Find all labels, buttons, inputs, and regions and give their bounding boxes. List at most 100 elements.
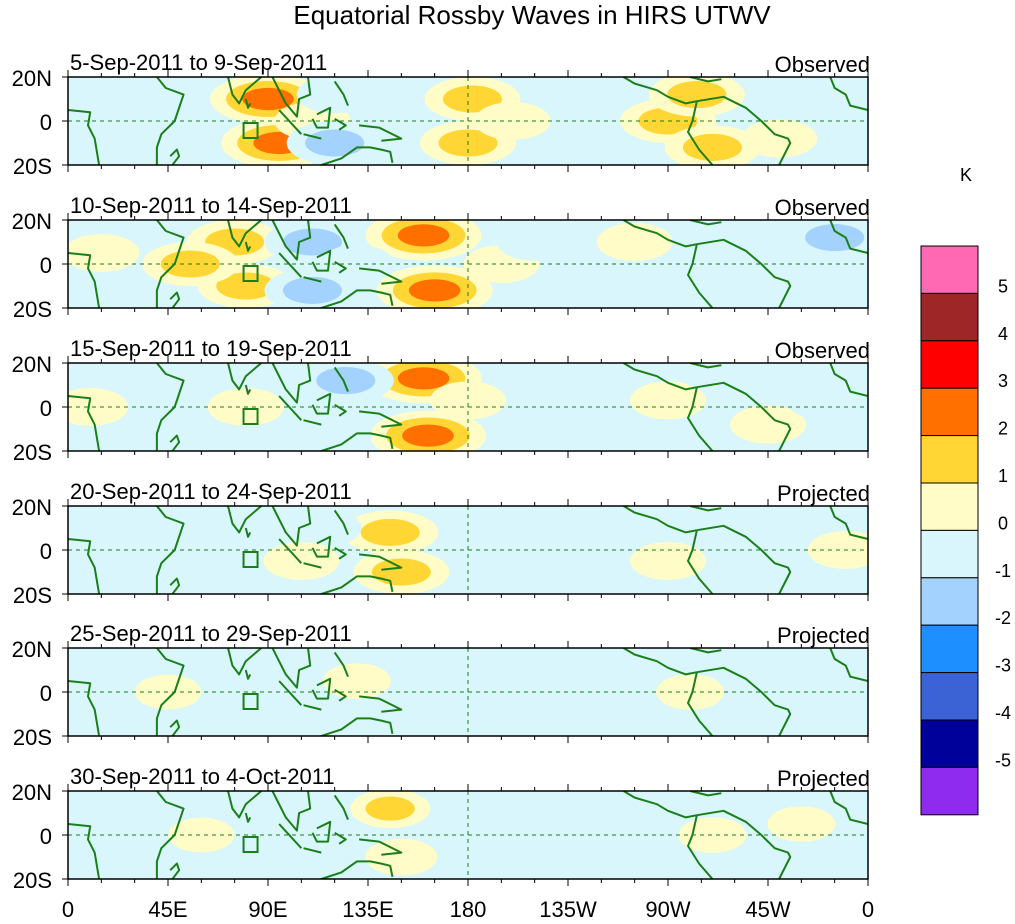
anomaly-feature xyxy=(630,381,706,420)
colorbar-swatch xyxy=(920,719,979,768)
x-tick-label: 90E xyxy=(248,897,287,922)
colorbar-swatch xyxy=(920,766,979,816)
colorbar-level-label: -2 xyxy=(995,608,1011,628)
anomaly-feature xyxy=(68,128,140,165)
tick-marks xyxy=(62,70,869,172)
x-tick-label: 90W xyxy=(645,897,690,922)
map-area xyxy=(62,784,869,886)
anomaly-feature xyxy=(696,234,773,272)
y-tick-label: 20N xyxy=(12,495,52,520)
anomaly-feature xyxy=(365,220,482,261)
map-area xyxy=(62,213,869,315)
y-tick-label: 20S xyxy=(13,440,52,465)
panel-status-label: Projected xyxy=(777,766,870,791)
x-tick-label: 45E xyxy=(148,897,187,922)
panel-6: 30-Sep-2011 to 4-Oct-2011 Projected 20N 0 20… xyxy=(12,764,870,893)
panel-4: 20-Sep-2011 to 24-Sep-2011 Projected 20N 0 2… xyxy=(12,479,870,608)
x-tick-label: 0 xyxy=(62,897,74,922)
x-tick-label: 135W xyxy=(539,897,597,922)
x-axis: 0 45E 90E 135E 180 135W 90W 45W 0 xyxy=(62,897,874,922)
tick-marks xyxy=(62,213,869,315)
tick-marks xyxy=(62,356,869,458)
panel-status-label: Observed xyxy=(775,338,870,363)
panel-3: 15-Sep-2011 to 19-Sep-2011 Observed 20N 0 20… xyxy=(12,336,870,465)
x-tick-label: 180 xyxy=(450,897,487,922)
map-area xyxy=(62,356,869,458)
colorbar-units: K xyxy=(960,165,972,185)
anomaly-feature xyxy=(507,531,584,569)
y-tick-label: 20S xyxy=(13,583,52,608)
colorbar-level-label: -4 xyxy=(995,703,1011,723)
colorbar-swatch xyxy=(920,340,979,389)
map-area xyxy=(62,70,869,172)
anomaly-feature xyxy=(785,381,862,420)
colorbar-swatch xyxy=(920,577,979,626)
region-box xyxy=(242,265,259,282)
colorbar-level-label: 1 xyxy=(998,466,1008,486)
y-tick-label: 0 xyxy=(40,110,52,135)
anomaly-feature xyxy=(68,234,140,272)
panel-status-label: Projected xyxy=(777,623,870,648)
anomaly-feature xyxy=(478,674,547,710)
panel-period-label: 30-Sep-2011 to 4-Oct-2011 xyxy=(70,764,335,789)
y-tick-label: 20N xyxy=(12,209,52,234)
map-area xyxy=(62,499,869,601)
y-tick-label: 0 xyxy=(40,681,52,706)
colorbar-swatch xyxy=(920,387,979,437)
x-tick-label: 135E xyxy=(342,897,393,922)
colorbar-swatch xyxy=(920,529,979,579)
region-box xyxy=(242,408,259,425)
tick-marks xyxy=(62,641,869,743)
colorbar-level-label: -1 xyxy=(995,561,1011,581)
anomaly-feature xyxy=(767,806,836,842)
y-tick-label: 0 xyxy=(40,539,52,564)
anomaly-feature xyxy=(285,509,362,547)
panel-period-label: 25-Sep-2011 to 29-Sep-2011 xyxy=(70,621,352,646)
panel-period-label: 15-Sep-2011 to 19-Sep-2011 xyxy=(70,336,352,361)
anomaly-feature xyxy=(342,510,439,555)
x-tick-label: 45W xyxy=(745,897,790,922)
anomaly-feature xyxy=(656,674,725,710)
anomaly-feature xyxy=(496,223,573,261)
colorbar-level-label: 4 xyxy=(998,324,1008,344)
x-tick-label: 0 xyxy=(862,897,874,922)
y-tick-label: 20S xyxy=(13,154,52,179)
panel-period-label: 20-Sep-2011 to 24-Sep-2011 xyxy=(70,479,352,504)
chart-title: Equatorial Rossby Waves in HIRS UTWV xyxy=(293,0,771,30)
y-tick-label: 20N xyxy=(12,66,52,91)
colorbar: K 5 4 3 2 1 0 -1 -2 -3 -4 -5 xyxy=(920,165,1011,816)
panel-period-label: 5-Sep-2011 to 9-Sep-2011 xyxy=(70,50,327,75)
panel-period-label: 10-Sep-2011 to 14-Sep-2011 xyxy=(70,193,352,218)
tick-marks xyxy=(62,784,869,886)
panel-1: 5-Sep-2011 to 9-Sep-2011 Observed 20N 0 20S xyxy=(12,50,870,179)
y-tick-label: 20S xyxy=(13,725,52,750)
y-tick-label: 20N xyxy=(12,637,52,662)
y-tick-label: 0 xyxy=(40,396,52,421)
colorbar-swatch xyxy=(920,482,979,531)
map-area xyxy=(62,641,869,743)
anomaly-feature xyxy=(168,817,235,853)
anomaly-feature xyxy=(286,121,383,165)
panel-status-label: Observed xyxy=(775,52,870,77)
anomaly-feature xyxy=(741,119,818,158)
panel-status-label: Observed xyxy=(775,195,870,220)
anomaly-feature xyxy=(322,663,391,699)
colorbar-swatch xyxy=(920,292,979,342)
panels: 5-Sep-2011 to 9-Sep-2011 Observed20N020S1… xyxy=(12,50,870,893)
anomaly-feature xyxy=(664,125,761,165)
anomaly-feature xyxy=(263,542,340,580)
anomaly-feature xyxy=(430,381,506,420)
anomaly-feature xyxy=(474,102,551,140)
y-tick-label: 20N xyxy=(12,352,52,377)
anomaly-feature xyxy=(297,363,394,403)
colorbar-level-label: 5 xyxy=(998,276,1008,296)
anomaly-feature xyxy=(541,80,618,118)
tick-marks xyxy=(62,499,869,601)
y-tick-label: 0 xyxy=(40,824,52,849)
anomaly-feature xyxy=(365,838,438,876)
colorbar-level-label: -5 xyxy=(995,750,1011,770)
anomaly-feature xyxy=(296,77,373,114)
anomaly-feature xyxy=(596,223,673,261)
anomaly-feature xyxy=(350,791,431,829)
colorbar-swatch xyxy=(920,245,979,294)
